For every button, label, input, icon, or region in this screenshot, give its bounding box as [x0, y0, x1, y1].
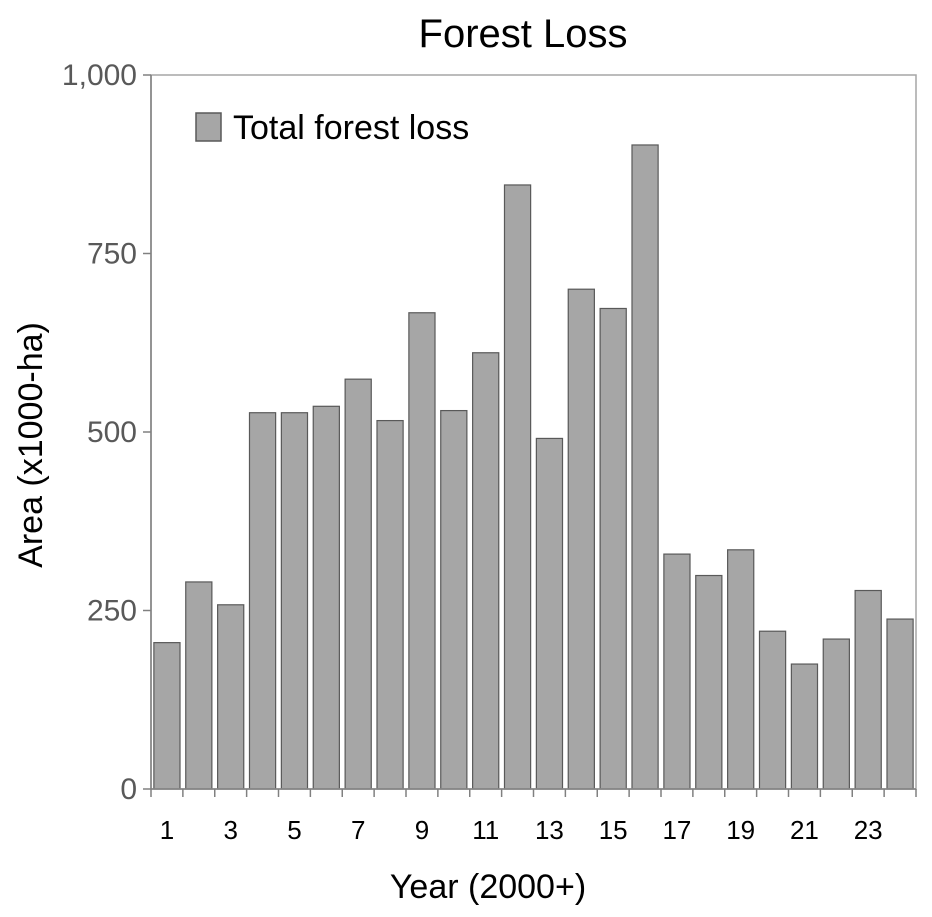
- bar-9: [408, 312, 436, 790]
- bar-15: [599, 307, 627, 790]
- x-tick-label: 21: [790, 815, 819, 845]
- bar-1: [153, 642, 181, 790]
- bar-11: [472, 352, 500, 790]
- bar-4: [248, 412, 277, 790]
- bar-18: [695, 574, 723, 790]
- bar-3: [217, 604, 245, 790]
- bar-24: [886, 618, 914, 790]
- x-tick-label: 11: [472, 815, 499, 845]
- bar-19: [727, 549, 755, 790]
- bar-17: [663, 553, 691, 790]
- bar-10: [440, 409, 468, 790]
- legend-label: Total forest loss: [233, 109, 469, 147]
- y-tick-label: 750: [87, 238, 137, 271]
- x-axis-label: Year (2000+): [390, 868, 586, 906]
- x-tick-label: 5: [287, 815, 301, 845]
- axes: [143, 74, 917, 797]
- x-tick-label: 9: [415, 815, 429, 845]
- bar-16: [631, 144, 659, 790]
- bar-5: [280, 412, 309, 790]
- bar-23: [854, 589, 882, 790]
- y-tick-label: 1,000: [62, 59, 137, 92]
- chart-title: Forest Loss: [419, 12, 628, 56]
- x-tick-label: 17: [662, 815, 691, 845]
- bar-21: [790, 663, 819, 790]
- x-tick-label: 1: [160, 815, 174, 845]
- y-tick-label: 500: [87, 416, 137, 449]
- y-axis-label: Area (x1000-ha): [12, 322, 50, 568]
- x-tick-label: 23: [854, 815, 883, 845]
- bar-12: [503, 184, 532, 790]
- bar-14: [567, 288, 595, 790]
- bar-2: [185, 581, 213, 790]
- bar-7: [344, 378, 372, 790]
- x-tick-label: 3: [223, 815, 237, 845]
- x-tick-label: 19: [726, 815, 755, 845]
- y-tick-label: 0: [120, 773, 137, 806]
- bar-13: [535, 437, 564, 790]
- x-tick-label: 15: [599, 815, 628, 845]
- x-tick-label: 7: [351, 815, 365, 845]
- bar-6: [312, 405, 340, 790]
- legend-swatch: [195, 112, 222, 142]
- bar-20: [758, 630, 787, 790]
- x-tick-label: 13: [535, 815, 564, 845]
- legend: Total forest loss: [195, 109, 469, 147]
- y-tick-label: 250: [87, 595, 137, 628]
- bar-8: [376, 419, 404, 790]
- bar-22: [822, 638, 850, 790]
- bars: [153, 144, 914, 790]
